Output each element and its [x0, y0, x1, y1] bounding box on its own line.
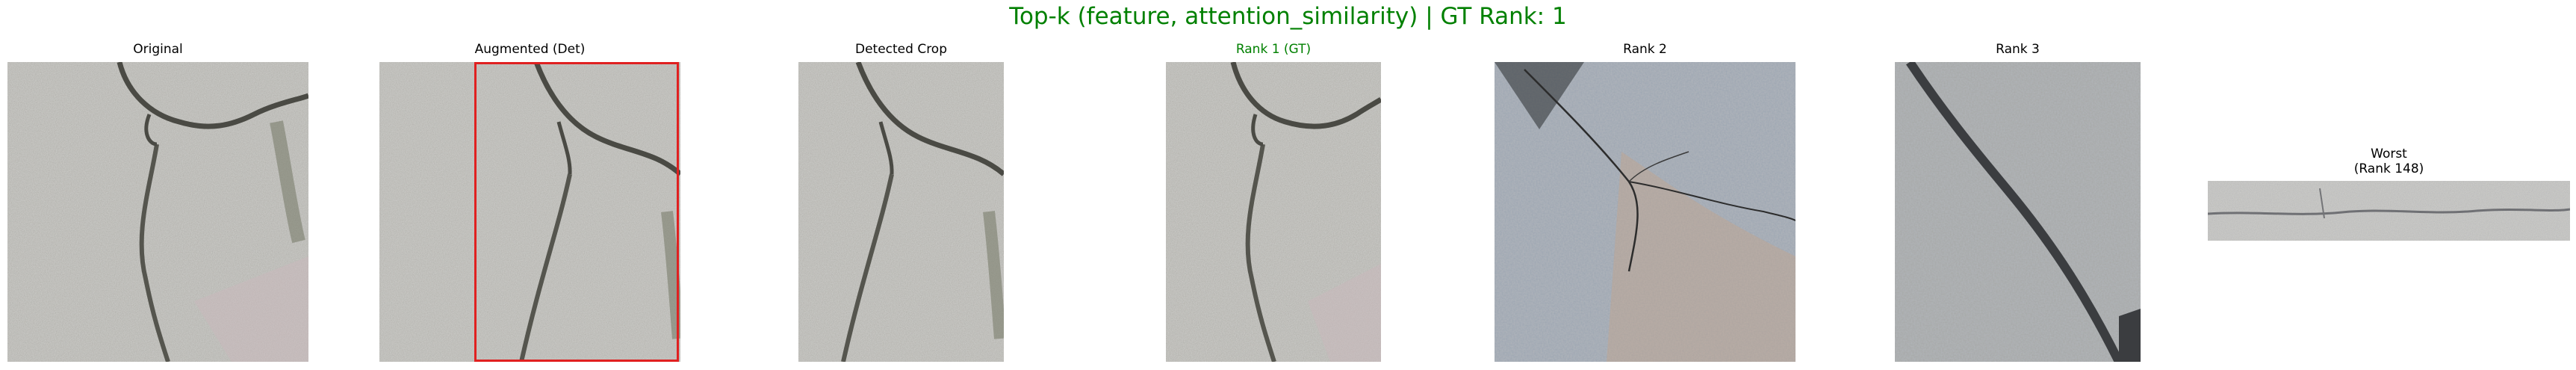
detected-crop-image [798, 62, 1004, 362]
panel-augmented: Augmented (Det) [379, 42, 680, 363]
rank3-image [1895, 62, 2141, 362]
detection-box [474, 62, 679, 362]
caption-worst-line1: Worst [2371, 147, 2407, 161]
panel-rank2: Rank 2 [1495, 42, 1796, 363]
panel-original: Original [7, 42, 308, 363]
caption-rank2: Rank 2 [1623, 42, 1667, 57]
panel-worst: Worst (Rank 148) [2208, 147, 2570, 244]
augmented-image [379, 62, 680, 362]
caption-augmented: Augmented (Det) [474, 42, 586, 57]
panel-rank3: Rank 3 [1895, 42, 2141, 363]
caption-rank1: Rank 1 (GT) [1235, 42, 1312, 57]
panel-detected-crop: Detected Crop [798, 42, 1004, 363]
panel-rank1: Rank 1 (GT) [1166, 42, 1381, 363]
original-image [7, 62, 308, 362]
caption-rank3: Rank 3 [1996, 42, 2040, 57]
caption-detected-crop: Detected Crop [854, 42, 948, 57]
rank2-image [1495, 62, 1796, 362]
rank1-image [1166, 62, 1381, 362]
caption-original: Original [133, 42, 183, 57]
figure-title: Top-k (feature, attention_similarity) | … [1009, 3, 1567, 30]
worst-image [2208, 181, 2570, 241]
caption-worst-line2: (Rank 148) [2353, 161, 2424, 176]
